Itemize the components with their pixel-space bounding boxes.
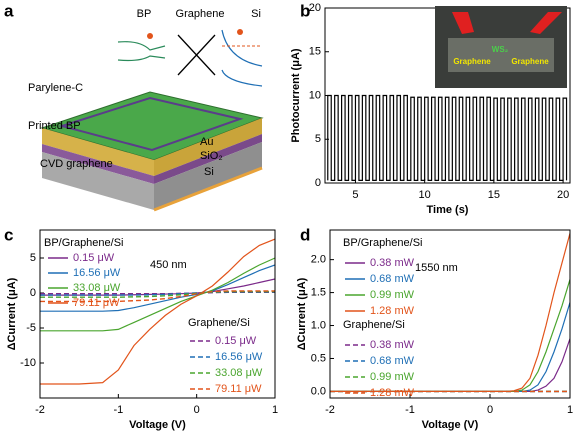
x-tick-label: -2 bbox=[35, 404, 45, 416]
y-tick-label: 0 bbox=[315, 177, 321, 189]
au-layer bbox=[154, 118, 262, 176]
si-layer bbox=[154, 142, 262, 210]
legend-label: 0.15 μW bbox=[73, 252, 115, 264]
band-diagram bbox=[221, 29, 263, 87]
series-line bbox=[330, 233, 570, 393]
legend-title: Graphene/Si bbox=[343, 319, 405, 331]
layer-label: Printed BP bbox=[28, 120, 81, 132]
inset-label: Graphene bbox=[511, 57, 549, 66]
x-tick-label: 1 bbox=[567, 404, 573, 416]
sio2-layer bbox=[42, 144, 154, 184]
legend-title: BP/Graphene/Si bbox=[343, 237, 423, 249]
y-tick-label: 0.0 bbox=[311, 385, 326, 397]
x-tick-label: 15 bbox=[488, 189, 500, 201]
annotation: 450 nm bbox=[150, 259, 187, 271]
series-line bbox=[327, 94, 568, 181]
series-line bbox=[330, 279, 570, 393]
series-line bbox=[40, 290, 275, 303]
probe bbox=[530, 12, 562, 34]
y-tick-label: 10 bbox=[309, 89, 321, 101]
legend-label: 0.99 mW bbox=[370, 289, 415, 301]
legend-label: 33.08 μW bbox=[73, 282, 121, 294]
y-tick-label: 5 bbox=[30, 252, 36, 264]
panel-label: a bbox=[4, 1, 14, 20]
probe bbox=[452, 12, 474, 34]
au-layer bbox=[42, 128, 154, 176]
panel-a: a BP Graphene Si Parylene-C Printed BP C… bbox=[4, 1, 264, 212]
legend-title: BP/Graphene/Si bbox=[44, 237, 124, 249]
x-tick-label: 10 bbox=[419, 189, 431, 201]
legend-label: 0.68 mW bbox=[370, 355, 415, 367]
y-tick-label: 1.0 bbox=[311, 319, 326, 331]
series-line bbox=[40, 238, 275, 385]
y-tick-label: -10 bbox=[20, 357, 36, 369]
plot-frame bbox=[329, 229, 571, 399]
panel-label: b bbox=[300, 1, 310, 20]
y-tick-label: 5 bbox=[315, 133, 321, 145]
band-label: Graphene bbox=[176, 8, 225, 20]
y-tick-label: 2.0 bbox=[311, 254, 326, 266]
y-tick-label: 0 bbox=[30, 287, 36, 299]
x-tick-label: 0 bbox=[194, 404, 200, 416]
x-axis-label: Time (s) bbox=[427, 204, 469, 216]
legend-label: 33.08 μW bbox=[215, 367, 263, 379]
annotation: 1550 nm bbox=[415, 262, 458, 274]
legend-label: 1.28 mW bbox=[370, 387, 415, 399]
legend-label: 1.28 mW bbox=[370, 305, 415, 317]
inset: WS₂ Graphene Graphene bbox=[435, 6, 567, 88]
legend-label: 0.68 mW bbox=[370, 273, 415, 285]
y-tick-label: -5 bbox=[26, 322, 36, 334]
plot-frame bbox=[39, 229, 276, 399]
x-tick-label: -2 bbox=[325, 404, 335, 416]
electron bbox=[237, 29, 243, 35]
y-axis-label: ΔCurrent (μA) bbox=[296, 277, 308, 350]
panel-label: d bbox=[300, 225, 310, 244]
layer-label: CVD graphene bbox=[40, 158, 113, 170]
x-axis-label: Voltage (V) bbox=[422, 419, 479, 431]
back-contact bbox=[153, 166, 263, 212]
panel-label: c bbox=[4, 225, 13, 244]
y-tick-label: 0.5 bbox=[311, 352, 326, 364]
inset-label: WS₂ bbox=[492, 45, 509, 54]
series-line bbox=[40, 257, 275, 332]
layer-label: Au bbox=[200, 136, 213, 148]
x-tick-label: -1 bbox=[113, 404, 123, 416]
legend-label: 0.38 mW bbox=[370, 339, 415, 351]
layer-label: Parylene-C bbox=[28, 82, 83, 94]
x-tick-label: 1 bbox=[272, 404, 278, 416]
band-label: Si bbox=[251, 8, 261, 20]
y-tick-label: 20 bbox=[309, 2, 321, 14]
electron bbox=[147, 33, 153, 39]
band-label: BP bbox=[137, 8, 152, 20]
x-tick-label: 20 bbox=[557, 189, 569, 201]
legend-label: 0.38 mW bbox=[370, 257, 415, 269]
bp-pattern bbox=[58, 96, 244, 152]
legend-label: 79.11 μW bbox=[215, 383, 262, 395]
y-axis-label: ΔCurrent (μA) bbox=[6, 277, 18, 350]
x-axis-label: Voltage (V) bbox=[129, 419, 186, 431]
legend-label: 16.56 μW bbox=[73, 267, 121, 279]
band-diagram bbox=[117, 41, 166, 62]
legend-label: 0.99 mW bbox=[370, 371, 415, 383]
layer-label: SiO₂ bbox=[200, 150, 223, 162]
legend-label: 16.56 μW bbox=[215, 351, 263, 363]
legend-title: Graphene/Si bbox=[188, 317, 250, 329]
inset-label: Graphene bbox=[453, 57, 491, 66]
x-tick-label: 0 bbox=[487, 404, 493, 416]
series-line bbox=[40, 264, 275, 312]
y-axis-label: Photocurrent (μA) bbox=[290, 48, 302, 142]
inset-flake bbox=[448, 38, 554, 72]
layer-label: Si bbox=[204, 166, 214, 178]
legend-label: 0.15 μW bbox=[215, 335, 257, 347]
x-tick-label: -1 bbox=[405, 404, 415, 416]
si-layer bbox=[42, 152, 154, 210]
legend-label: 79.11 μW bbox=[73, 297, 120, 309]
cross bbox=[177, 34, 216, 76]
x-tick-label: 5 bbox=[352, 189, 358, 201]
sio2-layer bbox=[154, 134, 262, 184]
y-tick-label: 15 bbox=[309, 46, 321, 58]
y-tick-label: 1.5 bbox=[311, 286, 326, 298]
